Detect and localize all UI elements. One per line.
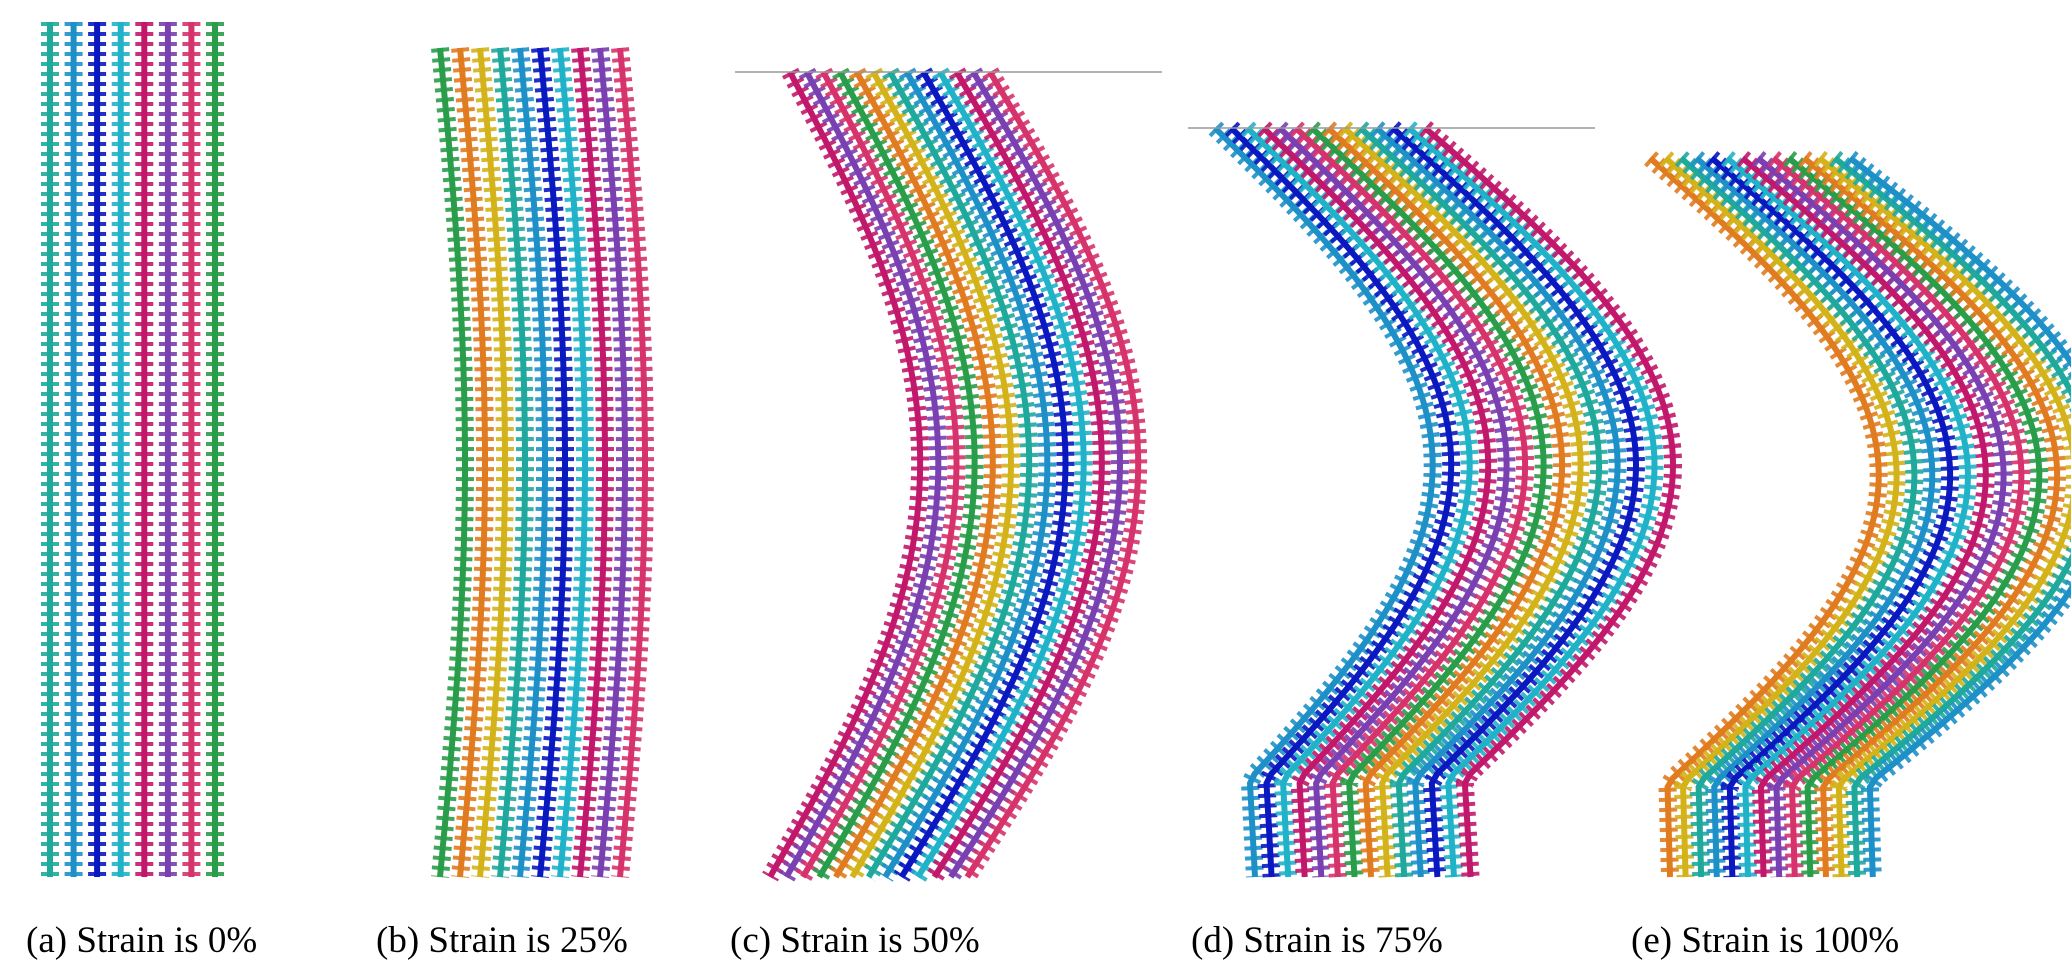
- chain: [1342, 125, 1584, 878]
- chain: [437, 47, 468, 878]
- panel-caption: (a) Strain is 0%: [26, 920, 257, 961]
- panel-caption: (c) Strain is 50%: [730, 920, 980, 961]
- chain: [557, 47, 588, 878]
- chain: [1326, 125, 1566, 878]
- chain: [948, 70, 1124, 879]
- panel-caption: (b) Strain is 25%: [376, 920, 628, 961]
- chain: [1709, 155, 1954, 878]
- panel-caption: (e) Strain is 100%: [1631, 920, 1899, 961]
- chain: [1755, 155, 2007, 878]
- chain: [1406, 125, 1658, 878]
- chain: [1771, 155, 2025, 878]
- chain: [1245, 125, 1473, 878]
- chain: [1678, 155, 1918, 878]
- chain: [1817, 155, 2071, 878]
- chain: [964, 70, 1142, 879]
- chain: [1293, 125, 1529, 878]
- chain: [800, 70, 960, 879]
- chain: [866, 70, 1033, 879]
- chain: [833, 70, 996, 879]
- chain: [783, 70, 942, 879]
- chain: [1832, 155, 2071, 878]
- chain: [617, 47, 648, 878]
- chain: [1423, 125, 1677, 878]
- chain: [1229, 125, 1455, 878]
- chain-drawings: [41, 22, 2071, 882]
- chain: [1648, 155, 1882, 878]
- chain: [497, 47, 528, 878]
- chain: [1261, 125, 1492, 878]
- chain: [1740, 155, 1989, 878]
- chain: [1663, 155, 1900, 878]
- chain: [898, 70, 1069, 879]
- chain: [537, 47, 568, 878]
- chain: [1390, 125, 1640, 878]
- chain: [517, 47, 548, 878]
- panel-caption: (d) Strain is 75%: [1191, 920, 1443, 961]
- chain: [477, 47, 508, 878]
- chain: [1724, 155, 1971, 878]
- chain: [915, 70, 1087, 879]
- chain: [816, 70, 978, 879]
- chain: [882, 70, 1051, 879]
- chain: [1212, 125, 1436, 878]
- chain: [1277, 125, 1510, 878]
- chain: [1801, 155, 2061, 878]
- chain: [1848, 155, 2071, 878]
- chain: [767, 70, 924, 879]
- chain: [457, 47, 488, 878]
- chain: [1374, 125, 1621, 878]
- chain: [1694, 155, 1936, 878]
- chain: [931, 70, 1105, 879]
- chain: [1358, 125, 1603, 878]
- chain: [849, 70, 1015, 879]
- chain: [577, 47, 608, 878]
- chain: [1309, 125, 1547, 878]
- chain: [1786, 155, 2043, 878]
- chain: [597, 47, 628, 878]
